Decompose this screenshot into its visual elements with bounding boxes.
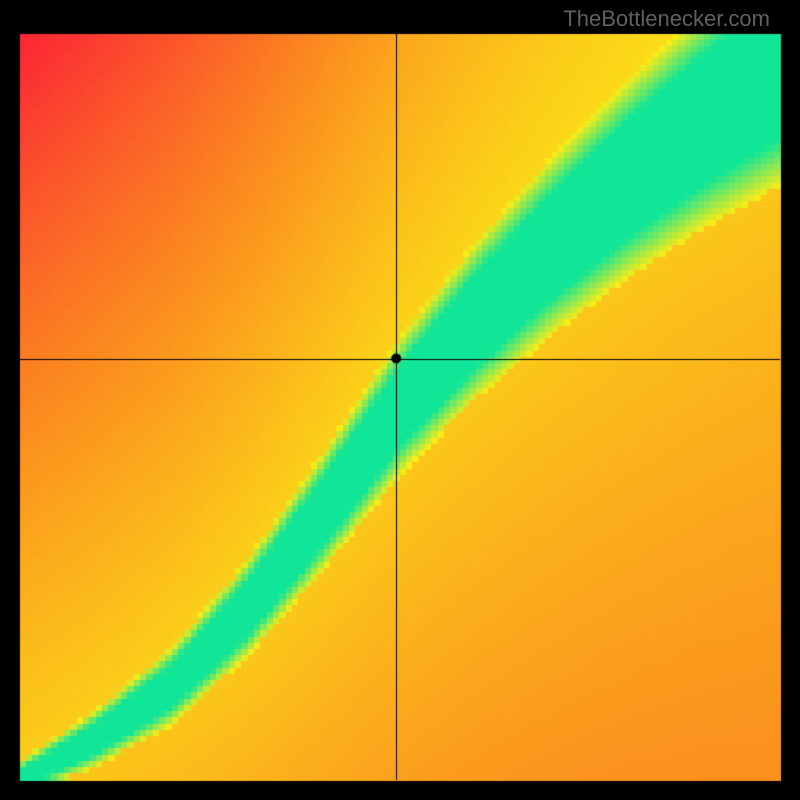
heatmap-canvas [0, 0, 800, 800]
chart-container: TheBottlenecker.com [0, 0, 800, 800]
watermark-text: TheBottlenecker.com [563, 6, 770, 32]
